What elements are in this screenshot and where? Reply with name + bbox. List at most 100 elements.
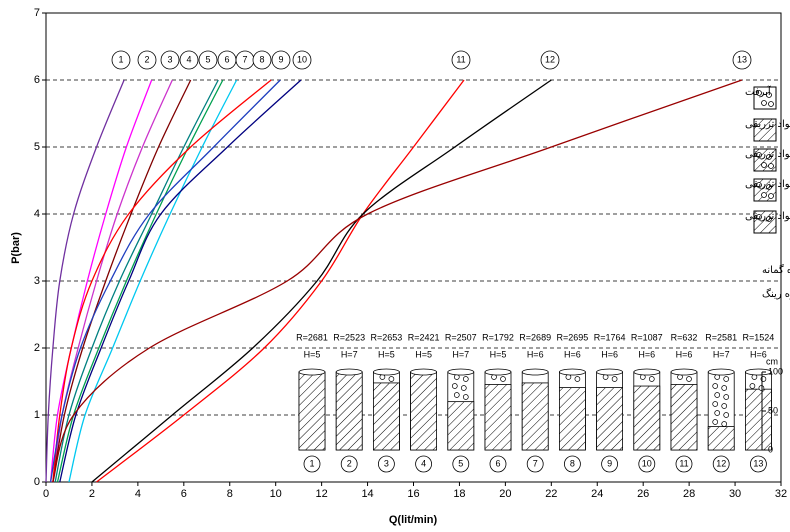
series-label: 4 — [186, 54, 191, 64]
series-label-circle — [179, 50, 199, 70]
legend-pebble — [761, 192, 767, 198]
x-tick-label: 4 — [135, 488, 141, 500]
series-label: 2 — [144, 54, 149, 64]
column-number-circle — [564, 455, 581, 473]
column-number-circle — [750, 455, 767, 473]
legend-note: H= شماره گمانه — [762, 264, 790, 276]
ring-label: R=2695 — [557, 332, 589, 342]
column-fill — [335, 371, 363, 451]
column-pebble — [723, 394, 730, 400]
column-number-circle — [712, 455, 730, 473]
series-line — [49, 79, 281, 483]
column-number-circle — [377, 455, 395, 473]
x-axis-label: Q(lit/min) — [389, 514, 438, 526]
column-top — [633, 368, 661, 376]
legend-pebble — [768, 193, 774, 199]
column-pebble — [721, 403, 728, 409]
legend-pebble — [756, 90, 762, 96]
column-pebble — [721, 421, 728, 427]
column-pebble — [758, 385, 765, 391]
x-tick-label: 22 — [545, 488, 557, 500]
series-label: 12 — [545, 54, 555, 64]
legend-pebble — [756, 214, 762, 220]
series-label: 6 — [224, 54, 229, 64]
x-tick-label: 2 — [89, 488, 95, 500]
x-tick-label: 14 — [361, 488, 373, 500]
series-label-circle — [732, 50, 752, 70]
column-pebble — [388, 376, 395, 382]
ring-label: R=2581 — [705, 332, 737, 342]
hole-label: H=6 — [676, 349, 693, 359]
y-tick-label: 6 — [34, 74, 40, 86]
column-number-circle — [415, 455, 433, 473]
series-line — [59, 79, 302, 483]
series-label: 8 — [259, 54, 264, 64]
legend-pebble — [768, 163, 774, 169]
column-number-circle — [452, 455, 470, 473]
ring-label: R=1524 — [743, 332, 775, 342]
series-line — [52, 79, 272, 483]
ring-label: R=632 — [671, 332, 698, 342]
x-tick-label: 20 — [499, 488, 511, 500]
column-pebble — [714, 410, 721, 416]
column-number: 10 — [642, 458, 652, 468]
y-axis-label: P(bar) — [10, 232, 22, 264]
column-top — [559, 368, 586, 376]
legend-pebble — [766, 154, 772, 160]
series-label: 1 — [118, 54, 123, 64]
column-top — [521, 368, 549, 376]
x-tick-label: 24 — [591, 488, 603, 500]
column-number-circle — [638, 455, 656, 473]
ring-label: R=1087 — [631, 332, 663, 342]
series-label-circle — [160, 50, 180, 70]
series-label-circle — [137, 50, 157, 70]
legend-swatch — [753, 118, 777, 142]
column-top — [447, 368, 475, 376]
column-pebble — [749, 383, 756, 389]
y-tick-label: 3 — [34, 275, 40, 287]
hole-label: H=6 — [527, 349, 544, 359]
ring-label: R=2507 — [445, 332, 477, 342]
scale-label: 100 — [768, 366, 783, 376]
column-number-circle — [601, 455, 618, 473]
series-label-circle — [271, 50, 291, 70]
column-number-circle — [675, 455, 693, 473]
series-label-circle — [451, 50, 471, 70]
series-label: 5 — [205, 54, 210, 64]
series-line — [52, 79, 192, 483]
series-label: 9 — [278, 54, 283, 64]
column-top — [484, 368, 512, 376]
x-tick-label: 30 — [729, 488, 741, 500]
legend-label: آبرفت+مواد تزریقی — [745, 147, 790, 160]
x-tick-label: 8 — [227, 488, 233, 500]
legend-pebble — [768, 101, 774, 107]
column-number-circle — [526, 455, 544, 473]
column-top — [707, 368, 735, 376]
hole-label: H=5 — [378, 349, 395, 359]
y-tick-label: 2 — [34, 342, 40, 354]
column-fill — [484, 384, 512, 451]
column-number: 6 — [495, 458, 500, 468]
column-fill — [298, 371, 326, 451]
ring-label: R=2421 — [408, 332, 440, 342]
ring-label: R=2689 — [519, 332, 551, 342]
column-pebble — [721, 385, 728, 391]
column-fill — [633, 385, 661, 451]
hole-label: H=5 — [415, 349, 432, 359]
column-number: 1 — [309, 458, 314, 468]
hole-label: H=6 — [750, 349, 767, 359]
column-pebble — [451, 383, 458, 389]
column-number: 11 — [679, 458, 688, 468]
column-top — [596, 368, 623, 376]
series-label-circle — [292, 50, 312, 70]
legend-pebble — [761, 162, 767, 168]
series-label: 7 — [242, 54, 247, 64]
column-fill — [670, 384, 698, 451]
legend-pebble — [756, 182, 762, 188]
column-number: 2 — [347, 458, 352, 468]
series-label: 3 — [167, 54, 172, 64]
column-top — [372, 368, 400, 376]
hole-label: H=6 — [601, 349, 618, 359]
